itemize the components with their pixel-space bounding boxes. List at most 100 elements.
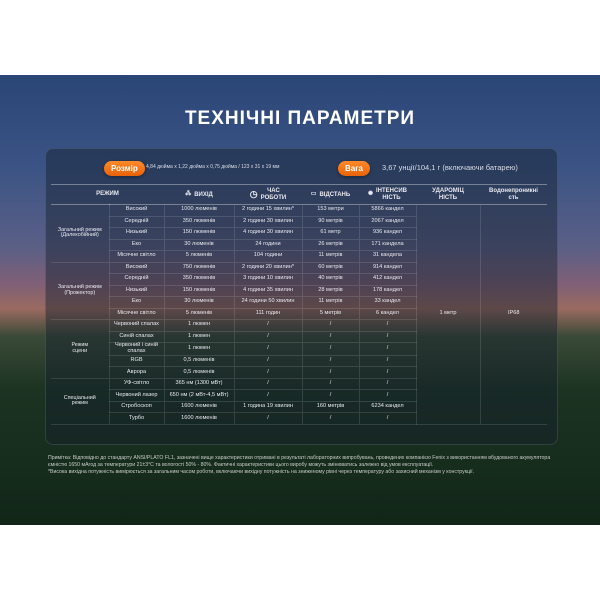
output-cell: 1600 люменів: [163, 401, 234, 414]
intensity-cell: /: [358, 355, 416, 368]
header-output: ⁂ ВИХІД: [164, 184, 234, 205]
runtime-cell: /: [233, 366, 302, 379]
distance-cell: /: [301, 319, 359, 332]
distance-cell: 26 метрів: [301, 239, 359, 251]
mode-cell: Еко: [108, 296, 164, 309]
table-row: Середній 350 люменів 2 години 30 хвилин 90 …: [51, 216, 547, 228]
table-row: Загальний режим (Прожектор) Високий 750 лю…: [51, 262, 547, 320]
distance-cell: /: [301, 378, 359, 391]
spec-panel: Розмір 4,84 дюйма x 1,22 дюйма x 0,75 дю…: [45, 148, 558, 445]
intensity-cell: 412 кандел: [358, 273, 416, 286]
clock-icon: ◷: [249, 188, 258, 199]
size-badge: Розмір: [104, 161, 145, 176]
intensity-cell: /: [358, 412, 416, 425]
mode-cell: Турбо: [108, 412, 164, 425]
mode-cell: Низький: [108, 285, 164, 297]
runtime-cell: 24 години: [233, 239, 302, 251]
impact-resistance-value: 1 метр: [415, 204, 480, 425]
header-mode: РЕЖИМ: [51, 184, 164, 205]
intensity-cell: /: [358, 389, 416, 402]
spec-table: РЕЖИМ ⁂ ВИХІД ◷ ЧАС РОБОТИ ▭ ВІДСТАНЬ ✺ІНТЕ…: [51, 184, 547, 425]
intensity-cell: /: [358, 366, 416, 379]
header-impact: УДАРОМІЦ НІСТЬ: [416, 184, 480, 205]
header-runtime: ◷ ЧАС РОБОТИ: [234, 184, 302, 205]
note-standard: Примітка: Відповідно до стандарту ANSI/P…: [48, 455, 551, 468]
mode-group-label: Спеціальний режим: [51, 378, 109, 425]
header-intensity: ✺ІНТЕНСИВ НІСТЬ: [359, 184, 416, 205]
output-cell: 350 люменів: [163, 273, 234, 286]
intensity-cell: /: [358, 331, 416, 343]
distance-cell: /: [301, 331, 359, 343]
table-row: Загальний режим (Далекобійний) Високий 100…: [51, 204, 547, 425]
output-cell: 1 люмен: [163, 331, 234, 343]
distance-cell: 11 метрів: [301, 250, 359, 263]
table-row: RGB 0,5 люменів / / /: [51, 355, 547, 368]
table-row: Червоний і синій спалах 1 люмен / / /: [51, 342, 547, 356]
header-distance: ▭ ВІДСТАНЬ: [302, 184, 359, 205]
intensity-cell: 6234 кандел: [358, 401, 416, 414]
mode-cell: Еко: [108, 239, 164, 251]
intensity-cell: /: [358, 378, 416, 391]
distance-cell: /: [301, 412, 359, 425]
intensity-cell: 2067 кандел: [358, 216, 416, 228]
output-cell: 0,5 люменів: [163, 366, 234, 379]
intensity-cell: 171 кандела: [358, 239, 416, 251]
output-cell: 650 нм (2 мВт-4,5 мВт): [163, 389, 234, 402]
mode-cell: Високий: [108, 204, 164, 217]
output-cell: 750 люменів: [163, 262, 234, 274]
runtime-cell: /: [233, 378, 302, 391]
distance-cell: 160 метрів: [301, 401, 359, 414]
header-runtime-label: ЧАС РОБОТИ: [260, 187, 287, 201]
table-row: Спеціальний режим УФ-світло 365 нм (1300 м…: [51, 378, 547, 425]
runtime-cell: 2 години 30 хвилин: [233, 216, 302, 228]
mode-cell: Синій спалах: [108, 331, 164, 343]
mode-group-label: Загальний режим (Прожектор): [51, 262, 109, 320]
mode-group-label: Загальний режим (Далекобійний): [51, 204, 109, 263]
output-cell: 150 люменів: [163, 227, 234, 240]
runtime-cell: 2 години 15 хвилин*: [233, 204, 302, 217]
distance-cell: /: [301, 342, 359, 356]
table-row: Місячне світло 5 люменів 111 годин 5 метрів…: [51, 308, 547, 320]
output-cell: 365 нм (1300 мВт): [163, 378, 234, 391]
output-cell: 30 люменів: [163, 239, 234, 251]
output-cell: 1 люмен: [163, 342, 234, 356]
runtime-cell: 2 години 20 хвилин*: [233, 262, 302, 274]
light-rays-icon: ⁂: [185, 190, 192, 197]
runtime-cell: 4 години 35 хвилин: [233, 285, 302, 297]
table-row: Еко 30 люменів 24 години 26 метрів 171 канде…: [51, 239, 547, 251]
runtime-cell: 1 година 19 хвилин: [233, 401, 302, 414]
table-row: Синій спалах 1 люмен / / /: [51, 331, 547, 343]
intensity-cell: /: [358, 342, 416, 356]
distance-cell: 61 метр: [301, 227, 359, 240]
header-intensity-label: ІНТЕНСИВ НІСТЬ: [376, 187, 407, 201]
output-cell: 1600 люменів: [163, 412, 234, 425]
distance-cell: 40 метрів: [301, 273, 359, 286]
distance-cell: /: [301, 355, 359, 368]
output-cell: 5 люменів: [163, 308, 234, 320]
runtime-cell: /: [233, 342, 302, 356]
mode-cell: Низький: [108, 227, 164, 240]
table-row: Аврора 0,5 люменів / / /: [51, 366, 547, 379]
runtime-cell: /: [233, 331, 302, 343]
table-row: Червоний лазер 650 нм (2 мВт-4,5 мВт) / / /: [51, 389, 547, 402]
star-burst-icon: ✺: [367, 191, 374, 198]
output-cell: 1 люмен: [163, 319, 234, 332]
runtime-cell: /: [233, 355, 302, 368]
size-value: 4,84 дюйма x 1,22 дюйма x 0,75 дюйма / 1…: [146, 164, 280, 170]
output-cell: 0,5 люменів: [163, 355, 234, 368]
weight-value: 3,67 унції/104,1 г (включаючи батарею): [382, 163, 518, 172]
runtime-cell: /: [233, 412, 302, 425]
intensity-cell: 936 кандел: [358, 227, 416, 240]
runtime-cell: /: [233, 389, 302, 402]
table-row: Низький 150 люменів 4 години 35 хвилин 28 м…: [51, 285, 547, 297]
footnotes: Примітка: Відповідно до стандарту ANSI/P…: [48, 455, 558, 475]
header-output-label: ВИХІД: [194, 191, 213, 198]
distance-cell: 60 метрів: [301, 262, 359, 274]
runtime-cell: 3 години 10 хвилин: [233, 273, 302, 286]
mode-cell: Середній: [108, 273, 164, 286]
intensity-cell: /: [358, 319, 416, 332]
intensity-cell: 33 кандел: [358, 296, 416, 309]
spec-banner: ТЕХНІЧНІ ПАРАМЕТРИ Розмір 4,84 дюйма x 1…: [0, 75, 600, 525]
mode-cell: Стробоскоп: [108, 401, 164, 414]
runtime-cell: 24 години 50 хвилин: [233, 296, 302, 309]
